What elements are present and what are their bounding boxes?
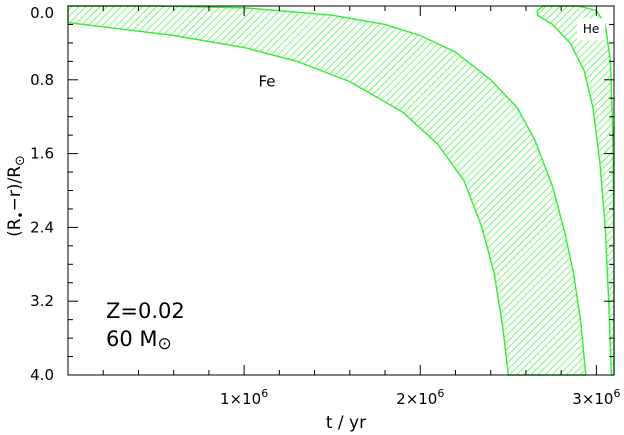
x-tick-label: 1×106: [220, 387, 268, 408]
x-tick-label-exponent: 6: [613, 387, 620, 400]
he-label-text: He: [583, 22, 599, 36]
y-axis-title-mid: −r)/R: [5, 166, 25, 212]
x-tick-label-mantissa: 2×10: [396, 390, 437, 408]
x-tick-label: 3×106: [572, 387, 620, 408]
x-tick-label-exponent: 6: [437, 387, 444, 400]
y-tick-label: 0.8: [30, 71, 54, 89]
axis-ticks: [67, 5, 614, 376]
fe-label-bg: [249, 67, 285, 96]
x-axis-title: t / yr: [326, 413, 366, 433]
y-axis-title-open: (R: [5, 218, 25, 237]
y-tick-label: 2.4: [30, 218, 54, 236]
annotation-mass-value: 60 M: [106, 327, 158, 351]
x-tick-label-exponent: 6: [261, 387, 268, 400]
y-axis-title-star: •: [14, 211, 28, 218]
x-tick-label: 2×106: [396, 387, 444, 408]
annotation-metallicity: Z=0.02: [106, 299, 185, 323]
fe-label-text: Fe: [259, 73, 276, 91]
y-axis-title-sun: ⊙: [13, 155, 28, 166]
x-tick-label-mantissa: 3×10: [572, 390, 613, 408]
he-label-bg: [576, 18, 606, 41]
y-tick-label: 3.2: [30, 292, 54, 310]
svg-text:(R•−r)/R⊙: (R•−r)/R⊙: [5, 155, 28, 237]
y-tick-label: 0.0: [30, 4, 54, 22]
y-tick-label: 1.6: [30, 145, 54, 163]
zone-label-he: He: [576, 18, 606, 41]
annotation-mass: 60 M⊙: [106, 327, 172, 354]
x-tick-label-mantissa: 1×10: [220, 390, 261, 408]
annotation-mass-sun-symbol: ⊙: [158, 334, 172, 354]
y-tick-label: 4.0: [30, 366, 54, 384]
zone-label-fe: Fe: [249, 67, 285, 96]
y-axis-title: (R•−r)/R⊙: [5, 155, 28, 237]
